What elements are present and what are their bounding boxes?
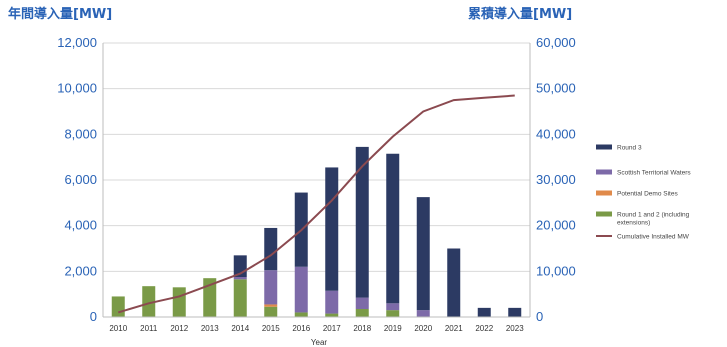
y-tick-label-left: 10,000	[57, 81, 97, 96]
bar-segment	[233, 277, 247, 280]
bar-segment	[233, 279, 247, 317]
y-tick-label-right: 30,000	[536, 172, 576, 187]
x-tick-label: 2011	[140, 324, 158, 333]
x-tick-label: 2013	[201, 324, 219, 333]
legend-swatch	[596, 190, 612, 196]
bar-segment	[294, 266, 308, 313]
line-layer	[117, 94, 515, 314]
legend-label: Round 3	[617, 145, 642, 152]
y-tick-label-right: 50,000	[536, 81, 576, 96]
bar-segment	[416, 197, 430, 311]
x-tick-label: 2021	[445, 324, 463, 333]
legend-label: Potential Demo Sites	[617, 191, 678, 198]
x-tick-label: 2010	[109, 324, 127, 333]
bar-segment	[355, 297, 369, 310]
bar-segment	[264, 304, 278, 307]
y-tick-label-right: 60,000	[536, 35, 576, 50]
x-tick-label: 2020	[414, 324, 432, 333]
y-tick-label-right: 40,000	[536, 126, 576, 141]
bar-segment	[386, 310, 400, 317]
x-tick-label: 2016	[292, 324, 310, 333]
grid-layer	[103, 42, 530, 318]
y-tick-label-left: 6,000	[64, 172, 97, 187]
legend-swatch	[596, 144, 612, 150]
y-tick-label-right: 10,000	[536, 263, 576, 278]
bar-segment	[264, 270, 278, 305]
x-tick-label: 2022	[475, 324, 493, 333]
bar-segment	[325, 167, 339, 291]
bar-segment	[111, 296, 125, 317]
bar-segment	[355, 309, 369, 317]
bar-segment	[508, 307, 522, 317]
bar-segment	[264, 227, 278, 271]
x-tick-label: 2018	[353, 324, 371, 333]
legend-label: extensions)	[617, 220, 650, 227]
x-tick-label: 2014	[231, 324, 249, 333]
bar-segment	[264, 306, 278, 317]
legend-swatch	[596, 211, 612, 217]
bar-segment	[325, 313, 339, 317]
y-tick-label-right: 0	[536, 309, 543, 324]
x-tick-label: 2017	[323, 324, 341, 333]
legend-label: Round 1 and 2 (including	[617, 212, 690, 219]
bar-segment	[142, 286, 156, 317]
bar-segment	[355, 146, 369, 298]
bar-segment	[203, 278, 217, 317]
y-tick-label-left: 8,000	[64, 126, 97, 141]
y-tick-label-left: 4,000	[64, 218, 97, 233]
bar-segment	[386, 153, 400, 304]
axis-layer: 0 0 2,000 10,000 4,000 20,000 6,000 30,000 8,000…	[57, 35, 576, 333]
y-tick-label-left: 0	[90, 309, 97, 324]
bar-segment	[325, 290, 339, 314]
legend-swatch	[596, 169, 612, 175]
right-axis-unit-title: 累積導入量[MW]	[468, 6, 572, 22]
bars-layer	[111, 146, 522, 317]
bar-segment	[477, 307, 491, 317]
x-axis-title: Year	[311, 338, 328, 347]
bar-segment	[447, 248, 461, 317]
cumulative-line	[117, 94, 515, 314]
y-tick-label-left: 12,000	[57, 35, 97, 50]
x-tick-label: 2023	[506, 324, 524, 333]
x-tick-label: 2015	[262, 324, 280, 333]
y-tick-label-left: 2,000	[64, 263, 97, 278]
legend: Round 3 Scottish Territorial Waters Potent…	[596, 144, 691, 241]
x-tick-label: 2012	[170, 324, 188, 333]
bar-segment	[294, 312, 308, 317]
y-tick-label-right: 20,000	[536, 218, 576, 233]
bar-segment	[416, 310, 430, 317]
legend-label: Scottish Territorial Waters	[617, 170, 691, 177]
legend-label: Cumulative Installed MW	[617, 234, 690, 241]
bar-segment	[386, 303, 400, 311]
x-tick-label: 2019	[384, 324, 402, 333]
left-axis-unit-title: 年間導入量[MW]	[8, 6, 112, 22]
bar-segment	[172, 287, 186, 317]
